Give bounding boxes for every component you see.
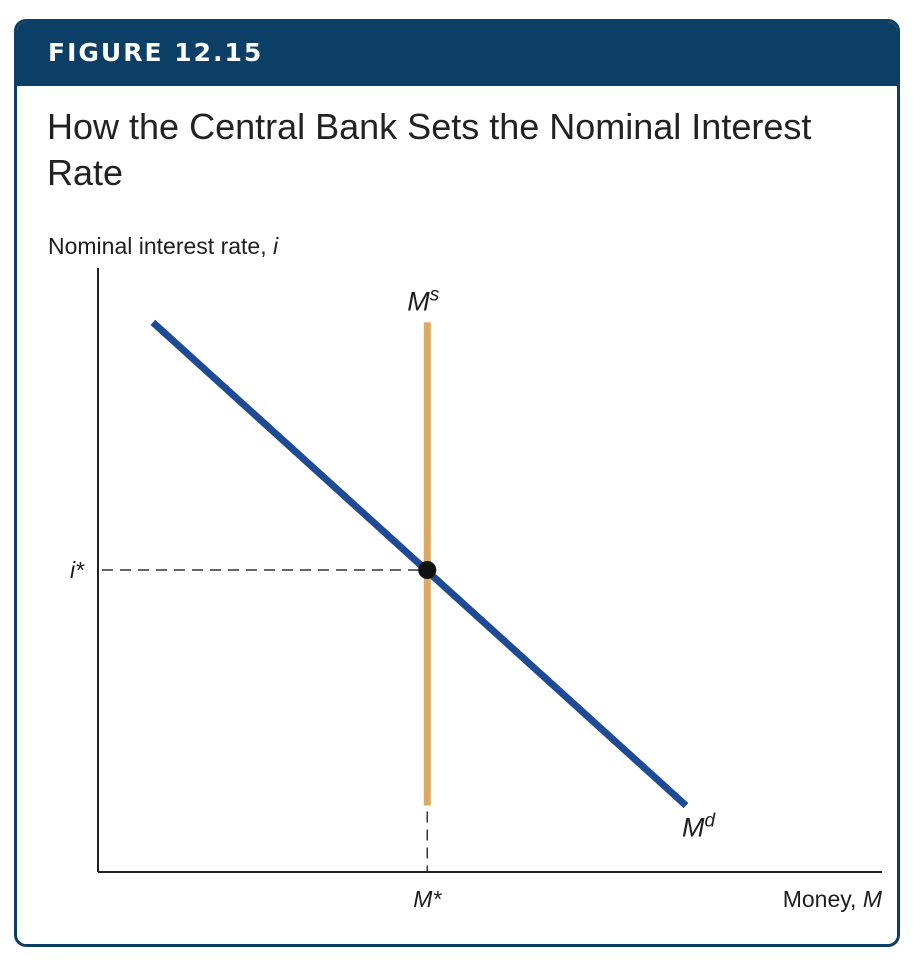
i-star-label: i* — [70, 557, 85, 583]
money-supply-label: Ms — [407, 284, 440, 316]
m-star-label: M* — [413, 886, 442, 912]
money-demand-line — [150, 319, 689, 809]
money-demand-label: Md — [682, 811, 717, 843]
figure-banner: FIGURE 12.15 — [17, 22, 897, 86]
y-axis-label: Nominal interest rate, i — [48, 233, 279, 259]
equilibrium-point — [418, 561, 437, 579]
figure-label: FIGURE 12.15 — [48, 38, 264, 67]
figure-frame: FIGURE 12.15 How the Central Bank Sets t… — [14, 19, 900, 947]
chart-title: How the Central Bank Sets the Nominal In… — [47, 106, 812, 193]
x-axis-label: Money, M — [783, 886, 883, 912]
